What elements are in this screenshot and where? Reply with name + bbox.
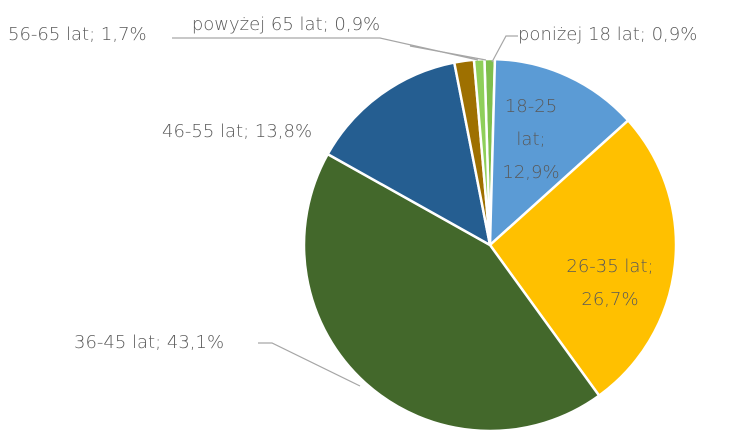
leader-lines xyxy=(172,35,518,387)
data-label: 18-25 lat; 12,9% xyxy=(502,96,560,183)
leader-line xyxy=(258,342,361,387)
pie-slice xyxy=(488,118,678,398)
data-label: poniżej 18 lat; 0,9% xyxy=(518,24,698,45)
data-label: 46-55 lat; 13,8% xyxy=(162,121,313,142)
leader-line xyxy=(491,35,518,63)
data-label: 56-65 lat; 1,7% xyxy=(8,24,147,45)
data-label: 36-45 lat; 43,1% xyxy=(74,332,225,353)
leader-line xyxy=(409,45,487,61)
data-label: 26-35 lat; 26,7% xyxy=(566,256,654,310)
leader-line xyxy=(172,37,479,61)
pie-slice xyxy=(488,57,630,248)
pie-slice xyxy=(302,152,601,431)
data-label: powyżej 65 lat; 0,9% xyxy=(191,14,381,35)
pie-slice xyxy=(326,60,492,248)
